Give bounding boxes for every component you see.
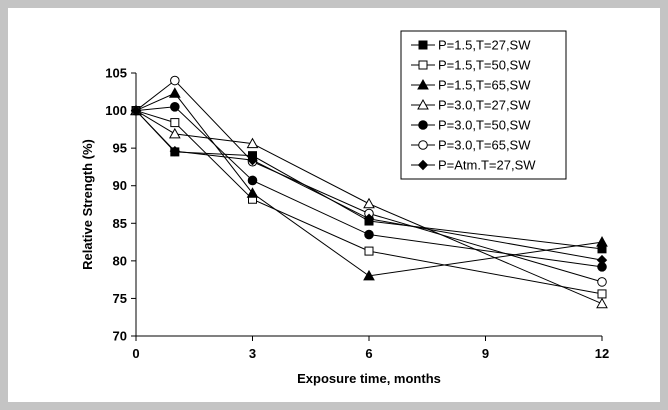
data-point	[168, 127, 181, 139]
x-tick-label: 3	[249, 346, 256, 361]
data-point	[363, 269, 375, 281]
data-point	[168, 87, 181, 98]
data-point	[247, 175, 258, 186]
y-axis-title: Relative Strength (%)	[80, 139, 95, 270]
legend-label: P=1.5,T=65,SW	[438, 78, 531, 93]
data-point	[170, 118, 180, 128]
legend-entry: P=3.0,T=50,SW	[411, 118, 531, 133]
legend-marker	[417, 98, 429, 110]
legend-entry: P=3.0,T=65,SW	[411, 138, 531, 153]
x-tick-label: 6	[365, 346, 372, 361]
y-tick-label: 100	[105, 103, 127, 118]
x-axis-title: Exposure time, months	[297, 371, 441, 386]
data-point	[597, 289, 607, 299]
legend-label: P=Atm.T=27,SW	[438, 158, 536, 173]
data-point	[596, 254, 608, 266]
legend-label: P=3.0,T=50,SW	[438, 118, 531, 133]
data-point	[130, 105, 142, 116]
legend-marker	[418, 140, 428, 150]
data-point	[363, 197, 375, 209]
data-point	[596, 297, 608, 309]
legend-entry: P=1.5,T=50,SW	[411, 58, 531, 73]
series-7	[130, 105, 608, 266]
y-tick-label: 70	[113, 329, 127, 344]
y-tick-label: 75	[113, 291, 127, 306]
legend-label: P=3.0,T=65,SW	[438, 138, 531, 153]
legend-marker	[418, 120, 428, 130]
legend-entry: P=Atm.T=27,SW	[411, 158, 536, 173]
series-layer	[130, 75, 608, 309]
data-point	[170, 102, 180, 112]
data-point	[170, 75, 180, 86]
legend-entry: P=1.5,T=65,SW	[411, 78, 531, 93]
legend-label: P=1.5,T=27,SW	[438, 38, 531, 53]
data-point	[169, 145, 181, 157]
data-point	[596, 236, 608, 247]
y-tick-label: 95	[113, 141, 127, 156]
legend-marker	[418, 40, 428, 50]
data-point	[364, 229, 374, 240]
y-tick-label: 80	[113, 253, 127, 268]
legend-label: P=3.0,T=27,SW	[438, 98, 531, 113]
data-point	[363, 213, 375, 224]
data-point	[247, 154, 258, 166]
y-tick-label: 85	[113, 216, 127, 231]
data-point	[246, 187, 259, 198]
x-tick-label: 12	[595, 346, 609, 361]
legend-entry: P=3.0,T=27,SW	[411, 98, 531, 113]
legend-label: P=1.5,T=50,SW	[438, 58, 531, 73]
y-tick-label: 105	[105, 66, 127, 81]
legend-marker	[418, 60, 428, 70]
legend-entry: P=1.5,T=27,SW	[411, 38, 531, 53]
legend-marker	[417, 159, 429, 171]
y-tick-label: 90	[113, 178, 127, 193]
x-tick-label: 9	[482, 346, 489, 361]
data-point	[597, 277, 607, 287]
data-point	[246, 137, 259, 149]
data-point	[364, 246, 374, 256]
legend-marker	[417, 78, 429, 90]
x-tick-label: 0	[132, 346, 139, 361]
legend: P=1.5,T=27,SW P=1.5,T=50,SW P=1.5,T=65,SW P…	[400, 30, 567, 180]
